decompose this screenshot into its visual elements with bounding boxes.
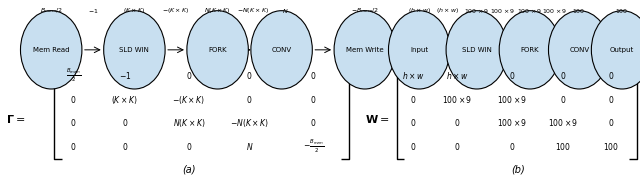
Text: $N(K\times K)$: $N(K\times K)$ — [204, 6, 231, 15]
Text: $100\times 9$: $100\times 9$ — [464, 7, 490, 15]
Text: $0$: $0$ — [186, 141, 192, 152]
Text: $0$: $0$ — [310, 117, 317, 128]
Text: $N(K\times K)$: $N(K\times K)$ — [173, 117, 205, 129]
Ellipse shape — [251, 11, 312, 89]
Text: $-(K\times K)$: $-(K\times K)$ — [172, 94, 205, 106]
Text: $0$: $0$ — [70, 94, 77, 105]
Text: SLD WIN: SLD WIN — [462, 47, 492, 53]
Text: FORK: FORK — [208, 47, 227, 53]
Text: $(K\times K)$: $(K\times K)$ — [124, 6, 145, 15]
Text: $0$: $0$ — [454, 141, 461, 152]
Text: $100$: $100$ — [603, 141, 620, 152]
Text: $h\times w$: $h\times w$ — [446, 70, 469, 81]
Text: $0$: $0$ — [310, 70, 317, 81]
Text: CONV: CONV — [569, 47, 589, 53]
Text: Mem Read: Mem Read — [33, 47, 70, 53]
Text: $0$: $0$ — [608, 94, 614, 105]
Ellipse shape — [104, 11, 165, 89]
Ellipse shape — [591, 11, 640, 89]
Text: $100\times 9$: $100\times 9$ — [442, 94, 473, 105]
Ellipse shape — [187, 11, 248, 89]
Text: $0$: $0$ — [410, 141, 416, 152]
Text: $0$: $0$ — [608, 117, 614, 128]
Text: (b): (b) — [511, 164, 525, 174]
Text: $-1$: $-1$ — [118, 70, 131, 81]
Text: $(h\times w)$: $(h\times w)$ — [436, 6, 460, 15]
Text: $0$: $0$ — [186, 70, 192, 81]
Text: $N$: $N$ — [282, 7, 288, 15]
Text: $0$: $0$ — [454, 117, 461, 128]
Text: $(K\times K)$: $(K\times K)$ — [111, 94, 138, 106]
Text: $-\frac{B_{mem}}{2}$: $-\frac{B_{mem}}{2}$ — [303, 138, 324, 155]
Text: $100\times 9$: $100\times 9$ — [497, 94, 527, 105]
Text: CONV: CONV — [271, 47, 292, 53]
Text: FORK: FORK — [520, 47, 540, 53]
Text: Output: Output — [610, 47, 634, 53]
Text: $100$: $100$ — [572, 7, 586, 15]
Ellipse shape — [499, 11, 561, 89]
Text: $h\times w$: $h\times w$ — [401, 70, 424, 81]
Ellipse shape — [20, 11, 82, 89]
Text: $0$: $0$ — [509, 70, 515, 81]
Text: $B_{mem}/2$: $B_{mem}/2$ — [40, 6, 63, 15]
Text: $-N(K\times K)$: $-N(K\times K)$ — [230, 117, 269, 129]
Text: $100\times 9$: $100\times 9$ — [517, 7, 543, 15]
Text: $0$: $0$ — [122, 117, 128, 128]
Ellipse shape — [548, 11, 610, 89]
Text: $0$: $0$ — [310, 94, 317, 105]
Text: $0$: $0$ — [410, 94, 416, 105]
Text: $100$: $100$ — [555, 141, 572, 152]
Text: $0$: $0$ — [246, 94, 253, 105]
Text: $100\times 9$: $100\times 9$ — [542, 7, 568, 15]
Text: $-B_{mem}/2$: $-B_{mem}/2$ — [351, 6, 379, 15]
Text: SLD WIN: SLD WIN — [120, 47, 149, 53]
Text: $100\times 9$: $100\times 9$ — [497, 117, 527, 128]
Ellipse shape — [388, 11, 450, 89]
Text: $-N(K\times K)$: $-N(K\times K)$ — [237, 6, 269, 15]
Text: $100\times 9$: $100\times 9$ — [490, 7, 516, 15]
Text: Mem Write: Mem Write — [346, 47, 383, 53]
Text: $100\times 9$: $100\times 9$ — [548, 117, 579, 128]
Text: $-1$: $-1$ — [88, 7, 98, 15]
Text: $\mathbf{\Gamma} =$: $\mathbf{\Gamma} =$ — [6, 113, 26, 125]
Text: $\frac{B_{mem}}{2}$: $\frac{B_{mem}}{2}$ — [66, 67, 81, 84]
Text: $0$: $0$ — [246, 70, 253, 81]
Text: Input: Input — [410, 47, 428, 53]
Text: $100$: $100$ — [615, 7, 629, 15]
Text: $0$: $0$ — [608, 70, 614, 81]
Text: $0$: $0$ — [70, 117, 77, 128]
Text: $0$: $0$ — [509, 141, 515, 152]
Text: $N$: $N$ — [246, 141, 253, 152]
Text: $0$: $0$ — [560, 94, 566, 105]
Text: $0$: $0$ — [410, 117, 416, 128]
Text: $(h\times w)$: $(h\times w)$ — [408, 6, 431, 15]
Text: (a): (a) — [182, 164, 196, 174]
Ellipse shape — [334, 11, 396, 89]
Text: $-(K\times K)$: $-(K\times K)$ — [163, 6, 189, 15]
Ellipse shape — [446, 11, 508, 89]
Text: $0$: $0$ — [122, 141, 128, 152]
Text: $\mathbf{W} =$: $\mathbf{W} =$ — [365, 113, 389, 125]
Text: $0$: $0$ — [560, 70, 566, 81]
Text: $0$: $0$ — [70, 141, 77, 152]
